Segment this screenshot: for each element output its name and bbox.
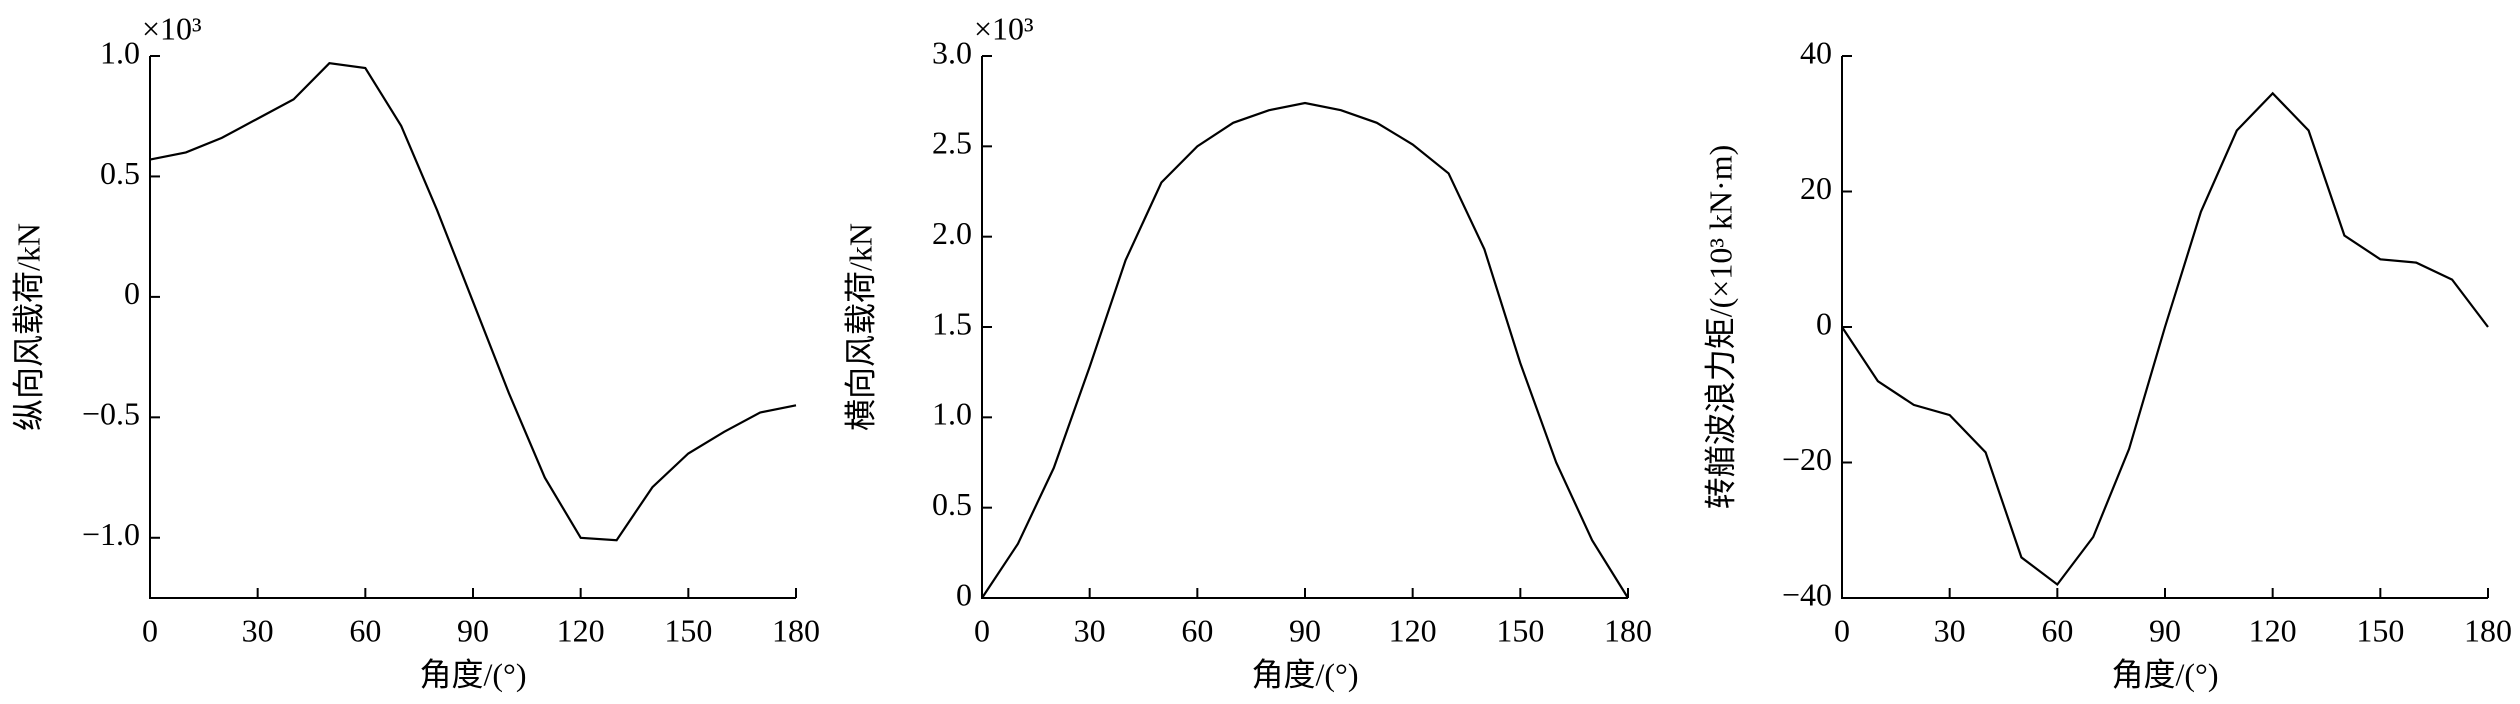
axis-multiplier: ×10³ <box>974 10 1034 46</box>
y-axis-label: 横向风载荷/kN <box>842 223 878 431</box>
y-tick-label: 20 <box>1800 170 1832 206</box>
y-tick-label: 0.5 <box>100 155 140 191</box>
x-tick-label: 180 <box>772 612 820 648</box>
x-tick-label: 150 <box>1496 612 1544 648</box>
y-tick-label: 1.0 <box>932 396 972 432</box>
y-axis-label: 纵向风载荷/kN <box>10 223 46 431</box>
y-tick-label: −20 <box>1782 441 1832 477</box>
x-tick-label: 30 <box>1934 612 1966 648</box>
x-tick-label: 30 <box>242 612 274 648</box>
x-axis-label: 角度/(°) <box>419 656 526 692</box>
x-tick-label: 90 <box>457 612 489 648</box>
x-tick-label: 0 <box>142 612 158 648</box>
x-tick-label: 120 <box>2249 612 2297 648</box>
x-tick-label: 60 <box>349 612 381 648</box>
y-tick-label: 0 <box>124 275 140 311</box>
axes <box>981 56 1628 599</box>
data-line <box>981 101 1629 599</box>
axis-multiplier: ×10³ <box>142 10 202 46</box>
x-tick-label: 30 <box>1074 612 1106 648</box>
y-tick-label: 0 <box>1816 305 1832 341</box>
x-tick-label: 90 <box>1289 612 1321 648</box>
y-tick-label: −1.0 <box>82 516 140 552</box>
y-tick-label: 1.5 <box>932 305 972 341</box>
y-tick-label: 40 <box>1800 34 1832 70</box>
x-axis-label: 角度/(°) <box>1251 656 1358 692</box>
x-tick-label: 120 <box>1389 612 1437 648</box>
y-tick-label: −0.5 <box>82 396 140 432</box>
x-tick-label: 150 <box>664 612 712 648</box>
y-tick-label: 2.5 <box>932 125 972 161</box>
x-tick-label: 90 <box>2149 612 2181 648</box>
y-axis-label: 转艏波浪力矩/(×10³ kN·m) <box>1702 145 1738 510</box>
y-tick-label: −40 <box>1782 576 1832 612</box>
data-line <box>1841 91 2489 587</box>
x-tick-label: 180 <box>2464 612 2512 648</box>
x-tick-label: 60 <box>1181 612 1213 648</box>
axes <box>149 56 796 599</box>
x-tick-label: 150 <box>2356 612 2404 648</box>
x-tick-label: 0 <box>1834 612 1850 648</box>
y-tick-label: 0 <box>956 576 972 612</box>
y-tick-label: 0.5 <box>932 486 972 522</box>
y-tick-label: 1.0 <box>100 34 140 70</box>
x-tick-label: 0 <box>974 612 990 648</box>
y-tick-label: 3.0 <box>932 34 972 70</box>
x-axis-label: 角度/(°) <box>2111 656 2218 692</box>
x-tick-label: 180 <box>1604 612 1652 648</box>
x-tick-label: 60 <box>2041 612 2073 648</box>
x-tick-label: 120 <box>557 612 605 648</box>
data-line <box>149 62 797 542</box>
y-tick-label: 2.0 <box>932 215 972 251</box>
